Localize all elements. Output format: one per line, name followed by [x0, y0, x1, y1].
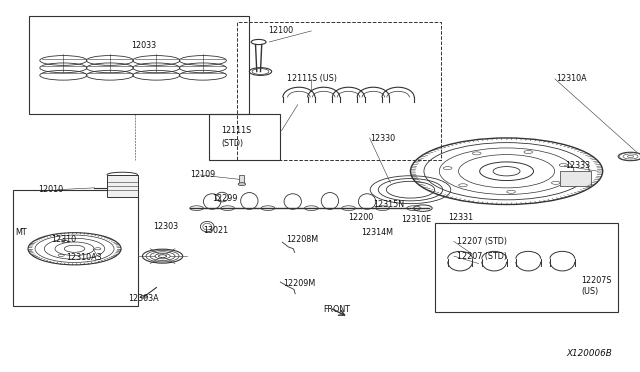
- Text: 12111S: 12111S: [221, 126, 252, 135]
- Text: 12333: 12333: [566, 161, 591, 170]
- Text: FRONT: FRONT: [324, 305, 351, 314]
- Text: 12331: 12331: [448, 213, 473, 222]
- Text: 12207 (STD): 12207 (STD): [457, 237, 507, 246]
- Ellipse shape: [238, 183, 246, 186]
- Text: MT: MT: [15, 228, 27, 237]
- Text: 12033: 12033: [131, 41, 157, 50]
- Text: 12330: 12330: [370, 134, 396, 142]
- Text: 12200: 12200: [349, 213, 374, 222]
- Bar: [107, 175, 138, 197]
- Bar: [435, 223, 618, 311]
- Text: 12207S: 12207S: [581, 276, 611, 285]
- Text: 12010: 12010: [38, 185, 64, 194]
- Text: 12207 (STD): 12207 (STD): [457, 251, 507, 261]
- Text: 12209M: 12209M: [284, 279, 316, 288]
- Text: 12111S (US): 12111S (US): [287, 74, 337, 83]
- Bar: [237, 22, 442, 160]
- Bar: [560, 171, 591, 186]
- Text: 12315N: 12315N: [373, 200, 404, 209]
- Text: 12303: 12303: [153, 222, 178, 231]
- Text: 12310A: 12310A: [556, 74, 587, 83]
- Text: 12208M: 12208M: [287, 235, 319, 244]
- Ellipse shape: [140, 295, 148, 298]
- Text: 12310E: 12310E: [401, 215, 431, 224]
- Text: 12303A: 12303A: [129, 294, 159, 303]
- Text: 13021: 13021: [203, 226, 228, 235]
- Text: 12109: 12109: [191, 170, 216, 179]
- Bar: [239, 175, 244, 184]
- Text: 12314M: 12314M: [361, 228, 393, 237]
- Text: X120006B: X120006B: [566, 349, 612, 358]
- Text: 12310: 12310: [51, 235, 76, 244]
- Bar: [13, 190, 138, 306]
- Text: (US): (US): [581, 287, 598, 296]
- Text: 12299: 12299: [212, 195, 237, 203]
- Text: 12100: 12100: [268, 26, 293, 35]
- Text: 12310A3: 12310A3: [67, 253, 102, 263]
- Bar: [29, 16, 250, 114]
- Bar: [209, 114, 280, 160]
- Text: (STD): (STD): [221, 139, 244, 148]
